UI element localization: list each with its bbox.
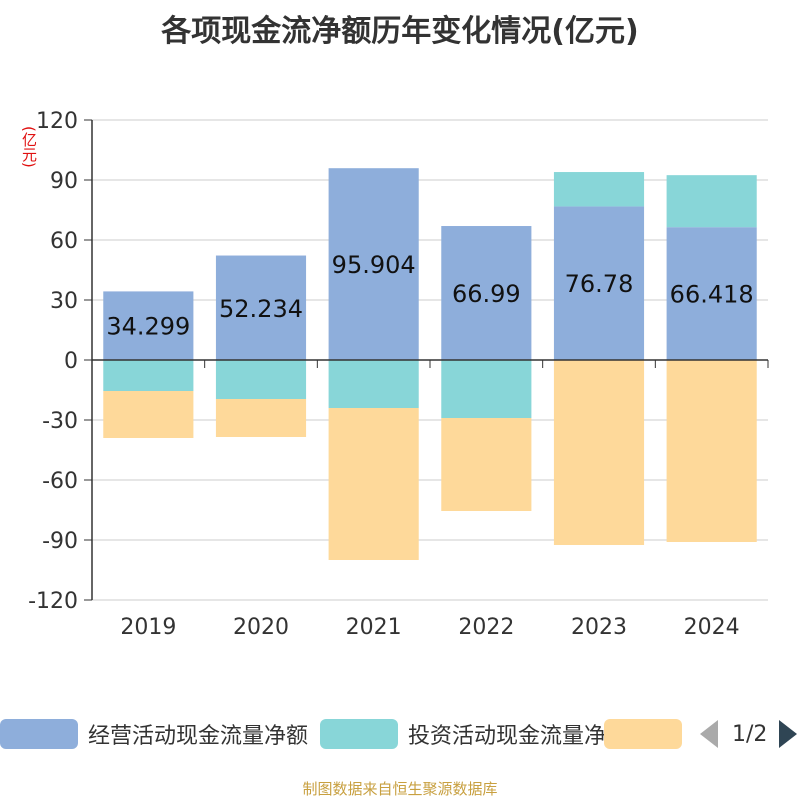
y-tick-label: 90: [50, 169, 78, 194]
data-labels: 34.299 52.234 95.904 66.99 76.78 66.418: [106, 251, 753, 341]
bar-operating-2022[interactable]: [441, 226, 532, 360]
legend-item-operating[interactable]: 经营活动现金流量净额: [0, 716, 308, 752]
bar-investing-2019[interactable]: [103, 360, 194, 391]
bar-financing-2023[interactable]: [553, 360, 645, 545]
legend-pager: 1/2: [700, 716, 798, 752]
bar-chart: 120 90 60 30 0 -30 -60 -90 -120 2019 2020 2021 2022 2…: [28, 109, 769, 640]
legend-page-indicator: 1/2: [732, 721, 768, 747]
x-tick-label: 2024: [684, 615, 740, 640]
y-tick-label: -60: [42, 469, 78, 494]
legend-swatch-operating: [0, 719, 78, 749]
y-tick-label: 60: [50, 229, 78, 254]
x-tick-label: 2023: [571, 615, 627, 640]
y-tick-label: 30: [50, 289, 78, 314]
y-tick-label: -90: [42, 529, 78, 554]
data-label-2020: 52.234: [219, 295, 303, 323]
y-tick-label: 120: [36, 109, 78, 134]
x-tick-label: 2020: [233, 615, 289, 640]
legend: 经营活动现金流量净额 投资活动现金流量净额: [0, 716, 800, 756]
bar-operating-2024[interactable]: [666, 227, 757, 360]
y-tick-label: -30: [42, 409, 78, 434]
data-label-2019: 34.299: [106, 313, 190, 341]
data-label-2022: 66.99: [452, 280, 521, 308]
bar-financing-2024[interactable]: [666, 360, 757, 542]
legend-item-investing[interactable]: 投资活动现金流量净额: [320, 716, 628, 752]
bar-operating-2019[interactable]: [103, 291, 194, 360]
legend-swatch-investing: [320, 719, 398, 749]
x-tick-label: 2021: [346, 615, 402, 640]
y-tick-label: -120: [28, 589, 78, 614]
data-source-note: 制图数据来自恒生聚源数据库: [302, 780, 498, 798]
legend-swatch-financing: [604, 719, 682, 749]
bar-operating-2020[interactable]: [215, 255, 307, 360]
legend-item-financing[interactable]: [604, 716, 692, 752]
x-tick-label: 2022: [458, 615, 514, 640]
grid-lines: [92, 119, 768, 601]
data-label-2021: 95.904: [332, 251, 416, 279]
chart-title: 各项现金流净额历年变化情况(亿元): [161, 14, 639, 49]
legend-prev-page-icon[interactable]: [700, 720, 718, 748]
data-label-2023: 76.78: [565, 270, 634, 298]
bars: [103, 168, 757, 560]
data-label-2024: 66.418: [670, 281, 754, 309]
legend-label-operating: 经营活动现金流量净额: [88, 724, 309, 749]
bar-financing-2021[interactable]: [328, 408, 419, 560]
bar-investing-2021[interactable]: [328, 360, 419, 408]
bar-operating-2021[interactable]: [328, 168, 419, 360]
bar-financing-2019[interactable]: [103, 391, 194, 438]
bar-financing-2022[interactable]: [441, 418, 532, 511]
x-tick-label: 2019: [120, 615, 176, 640]
bar-investing-2022[interactable]: [441, 360, 532, 418]
legend-next-page-icon[interactable]: [779, 720, 798, 748]
y-axis-unit: (亿元): [20, 126, 38, 168]
axes: 120 90 60 30 0 -30 -60 -90 -120 2019 2020 2021 2022 2…: [28, 109, 769, 640]
bar-investing-2024[interactable]: [666, 175, 757, 228]
bar-operating-2023[interactable]: [553, 206, 645, 360]
bar-investing-2020[interactable]: [215, 360, 307, 399]
legend-label-investing: 投资活动现金流量净额: [408, 724, 629, 749]
bar-financing-2020[interactable]: [215, 399, 307, 437]
y-tick-label: 0: [64, 349, 78, 374]
bar-investing-2023[interactable]: [553, 172, 645, 207]
